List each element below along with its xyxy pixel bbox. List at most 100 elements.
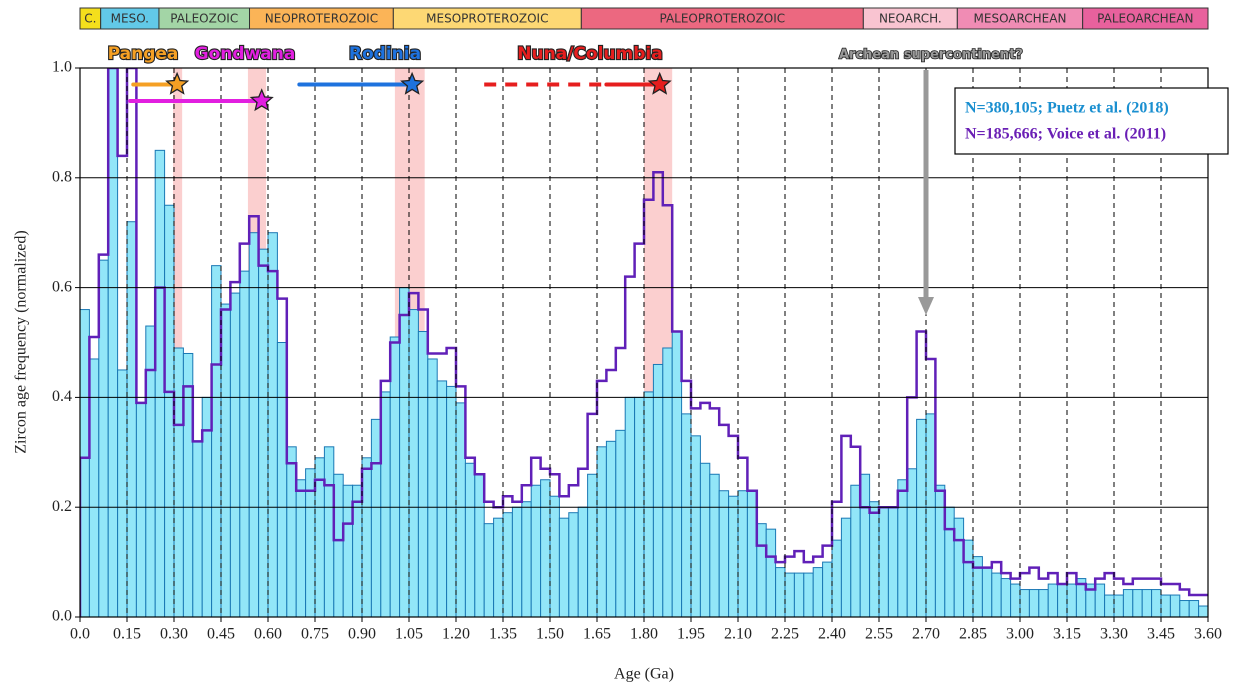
era-label: MESOPROTEROZOIC bbox=[426, 12, 548, 26]
supercontinent-band bbox=[173, 68, 183, 617]
x-tick-label: 0.30 bbox=[160, 626, 188, 643]
bar bbox=[474, 473, 485, 617]
bar bbox=[981, 567, 993, 617]
bar bbox=[859, 473, 871, 617]
bar bbox=[793, 572, 805, 617]
y-tick-label: 0.4 bbox=[52, 388, 72, 405]
bar bbox=[220, 303, 231, 617]
era-label: PALEOARCHEAN bbox=[1097, 12, 1193, 26]
x-tick-label: 3.15 bbox=[1053, 626, 1081, 643]
bar bbox=[737, 490, 748, 617]
bar bbox=[690, 435, 701, 617]
bar bbox=[916, 418, 927, 617]
bar bbox=[80, 309, 90, 617]
bar bbox=[135, 402, 147, 617]
bar bbox=[295, 479, 307, 617]
bar bbox=[464, 462, 476, 617]
bar bbox=[455, 402, 466, 617]
bar bbox=[699, 462, 711, 617]
bar bbox=[869, 501, 880, 617]
bar bbox=[446, 385, 457, 617]
plot-area bbox=[80, 68, 1208, 617]
x-tick-label: 1.20 bbox=[442, 626, 470, 643]
bar bbox=[718, 490, 730, 617]
legend-entry: N=380,105; Puetz et al. (2018) bbox=[965, 100, 1169, 117]
bar bbox=[361, 457, 372, 617]
bar bbox=[934, 484, 946, 617]
bar bbox=[1198, 605, 1208, 617]
y-tick-label: 0.8 bbox=[52, 168, 72, 185]
bar bbox=[991, 572, 1002, 617]
era-label: NEOPROTEROZOIC bbox=[265, 12, 378, 26]
bar bbox=[944, 506, 955, 617]
y-tick-label: 1.0 bbox=[52, 59, 72, 76]
supercontinent-star bbox=[647, 71, 672, 95]
bar bbox=[239, 270, 250, 617]
bar bbox=[154, 149, 166, 617]
x-tick-label: 2.10 bbox=[724, 626, 752, 643]
bar bbox=[323, 446, 335, 617]
bar bbox=[671, 331, 683, 617]
bar bbox=[1038, 589, 1049, 617]
bar bbox=[897, 479, 908, 617]
bar bbox=[389, 336, 401, 617]
era-label: MESOARCHEAN bbox=[974, 12, 1067, 26]
bar bbox=[972, 556, 983, 617]
x-tick-label: 0.0 bbox=[70, 626, 90, 643]
bar bbox=[370, 418, 382, 617]
legend-box bbox=[954, 87, 1229, 155]
y-tick-label: 0.2 bbox=[52, 498, 72, 515]
bar bbox=[399, 287, 410, 617]
bar bbox=[1028, 589, 1040, 617]
bar bbox=[1057, 583, 1068, 617]
bar bbox=[1019, 589, 1030, 617]
bar bbox=[1113, 594, 1124, 617]
bar bbox=[173, 347, 184, 617]
bar bbox=[1094, 583, 1106, 617]
bar bbox=[248, 232, 260, 617]
bar bbox=[1010, 583, 1021, 617]
x-tick-label: 1.05 bbox=[395, 626, 423, 643]
era-box bbox=[1082, 7, 1209, 30]
supercontinent-star bbox=[165, 71, 190, 95]
bar bbox=[953, 517, 965, 617]
x-tick-label: 2.70 bbox=[912, 626, 940, 643]
bar bbox=[342, 484, 354, 617]
x-tick-label: 0.15 bbox=[113, 626, 141, 643]
bar bbox=[98, 259, 109, 617]
bar bbox=[1141, 589, 1153, 617]
x-tick-label: 2.85 bbox=[959, 626, 987, 643]
bar bbox=[1151, 589, 1162, 617]
bar bbox=[1122, 589, 1134, 617]
bar bbox=[812, 567, 824, 617]
supercontinent-star bbox=[249, 88, 274, 112]
bar bbox=[511, 506, 523, 617]
x-tick-label: 1.50 bbox=[536, 626, 564, 643]
bar bbox=[436, 380, 448, 617]
era-label: MESO. bbox=[111, 12, 149, 26]
bar bbox=[963, 539, 974, 617]
y-axis-label: Zircon age frequency (normalized) bbox=[13, 230, 30, 453]
bar bbox=[765, 528, 777, 617]
supercontinent-label: Gondwana bbox=[195, 44, 296, 64]
bar bbox=[596, 446, 607, 617]
bar bbox=[540, 479, 551, 617]
x-tick-label: 0.60 bbox=[254, 626, 282, 643]
bar bbox=[182, 352, 194, 617]
bar bbox=[775, 567, 786, 617]
bar bbox=[878, 506, 889, 617]
x-tick-label: 3.45 bbox=[1147, 626, 1175, 643]
bar bbox=[615, 429, 626, 617]
bar bbox=[117, 369, 128, 617]
bar bbox=[333, 473, 344, 617]
x-tick-label: 2.55 bbox=[865, 626, 893, 643]
bar bbox=[380, 391, 391, 617]
bar bbox=[1066, 583, 1077, 617]
bar bbox=[652, 363, 664, 617]
bar bbox=[822, 561, 833, 617]
bar bbox=[192, 440, 203, 617]
bar bbox=[267, 232, 278, 617]
bar bbox=[756, 523, 767, 617]
annotation-arrowhead bbox=[918, 297, 934, 316]
